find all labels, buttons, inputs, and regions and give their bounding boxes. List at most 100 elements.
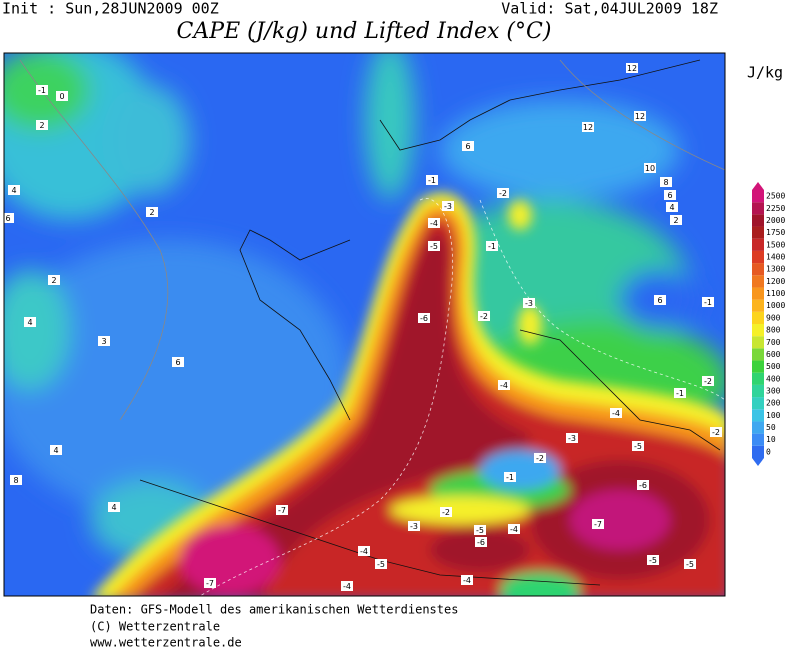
contour-label: 4 — [111, 503, 116, 512]
legend-swatch — [752, 324, 764, 337]
contour-label: -5 — [476, 526, 484, 535]
contour-label: -1 — [428, 176, 436, 185]
contour-label: -1 — [704, 298, 712, 307]
legend-unit: J/kg — [747, 64, 783, 82]
legend-swatch — [752, 190, 764, 203]
contour-label: 6 — [465, 142, 470, 151]
legend-level: 1000 — [766, 301, 785, 310]
contour-label: -2 — [499, 189, 507, 198]
contour-label: -1 — [506, 473, 514, 482]
contour-label: -2 — [480, 312, 488, 321]
legend-level: 400 — [766, 374, 781, 383]
legend-level: 800 — [766, 326, 781, 335]
contour-label-box — [50, 445, 62, 455]
contour-label-box — [670, 215, 682, 225]
contour-label: 4 — [53, 446, 58, 455]
contour-label-box — [486, 241, 498, 251]
contour-label: -6 — [477, 538, 485, 547]
contour-label: 10 — [645, 164, 655, 173]
contour-label-box — [637, 480, 649, 490]
legend-level: 10 — [766, 435, 776, 444]
contour-label: 12 — [635, 112, 645, 121]
contour-label-box — [442, 201, 454, 211]
contour-label-box — [8, 185, 20, 195]
contour-label: 6 — [175, 358, 180, 367]
legend-arrow — [752, 458, 764, 466]
contour-label-box — [146, 207, 158, 217]
contour-label-box — [440, 507, 452, 517]
contour-label-box — [582, 122, 594, 132]
contour-label: 12 — [627, 64, 637, 73]
contour-label-box — [654, 295, 666, 305]
contour-label: 2 — [39, 121, 44, 130]
contour-label: 2 — [673, 216, 678, 225]
contour-label: 8 — [663, 178, 668, 187]
contour-label-box — [4, 213, 14, 223]
legend-swatch — [752, 226, 764, 239]
contour-label: 2 — [51, 276, 56, 285]
contour-label-box — [428, 218, 440, 228]
contour-label-box — [684, 559, 696, 569]
legend-level: 1500 — [766, 240, 785, 249]
contour-label: -3 — [410, 522, 418, 531]
contour-label: -5 — [686, 560, 694, 569]
contour-label: -1 — [488, 242, 496, 251]
contour-label: -2 — [712, 428, 720, 437]
contour-label: 12 — [583, 123, 593, 132]
contour-label-box — [418, 313, 430, 323]
contour-label-box — [98, 336, 110, 346]
legend-swatch — [752, 409, 764, 422]
legend-swatch — [752, 336, 764, 349]
contour-label: -4 — [612, 409, 620, 418]
contour-label: -3 — [568, 434, 576, 443]
contour-label-box — [632, 441, 644, 451]
contour-label-box — [204, 578, 216, 588]
legend-level: 1100 — [766, 289, 785, 298]
contour-label: 3 — [101, 337, 106, 346]
contour-label: 6 — [657, 296, 662, 305]
contour-label: 0 — [59, 92, 64, 101]
contour-label-box — [24, 317, 36, 327]
contour-label: -5 — [377, 560, 385, 569]
legend-swatch — [752, 299, 764, 312]
legend-level: 700 — [766, 338, 781, 347]
contour-label: -3 — [444, 202, 452, 211]
contour-label-box — [610, 408, 622, 418]
contour-label: -5 — [430, 242, 438, 251]
legend-level: 1200 — [766, 277, 785, 286]
contour-label-box — [534, 453, 546, 463]
footer-line: www.wetterzentrale.de — [90, 636, 242, 649]
contour-label-box — [462, 141, 474, 151]
legend-level: 100 — [766, 411, 781, 420]
contour-label-box — [626, 63, 638, 73]
contour-label: -4 — [500, 381, 508, 390]
contour-label-box — [276, 505, 288, 515]
contour-label-box — [10, 475, 22, 485]
contour-label: -3 — [525, 299, 533, 308]
contour-label-box — [36, 120, 48, 130]
legend-swatch — [752, 445, 764, 458]
contour-label-box — [674, 388, 686, 398]
footer-line: Daten: GFS-Modell des amerikanischen Wet… — [90, 603, 458, 617]
contour-label-box — [428, 241, 440, 251]
legend-swatch — [752, 433, 764, 446]
legend-level: 600 — [766, 350, 781, 359]
legend-level: 2000 — [766, 216, 785, 225]
contour-label: 4 — [669, 203, 674, 212]
contour-label-box — [710, 427, 722, 437]
contour-label: -6 — [639, 481, 647, 490]
legend-swatch — [752, 397, 764, 410]
contour-label: -1 — [676, 389, 684, 398]
contour-label: -7 — [594, 520, 602, 529]
contour-label: -6 — [420, 314, 428, 323]
legend-swatch — [752, 372, 764, 385]
legend-arrow — [752, 182, 764, 190]
legend-swatch — [752, 263, 764, 276]
legend-swatch — [752, 202, 764, 215]
contour-label-box — [426, 175, 438, 185]
contour-label-box — [56, 91, 68, 101]
contour-label-box — [497, 188, 509, 198]
legend-level: 500 — [766, 362, 781, 371]
contour-label-box — [647, 555, 659, 565]
legend-level: 900 — [766, 313, 781, 322]
